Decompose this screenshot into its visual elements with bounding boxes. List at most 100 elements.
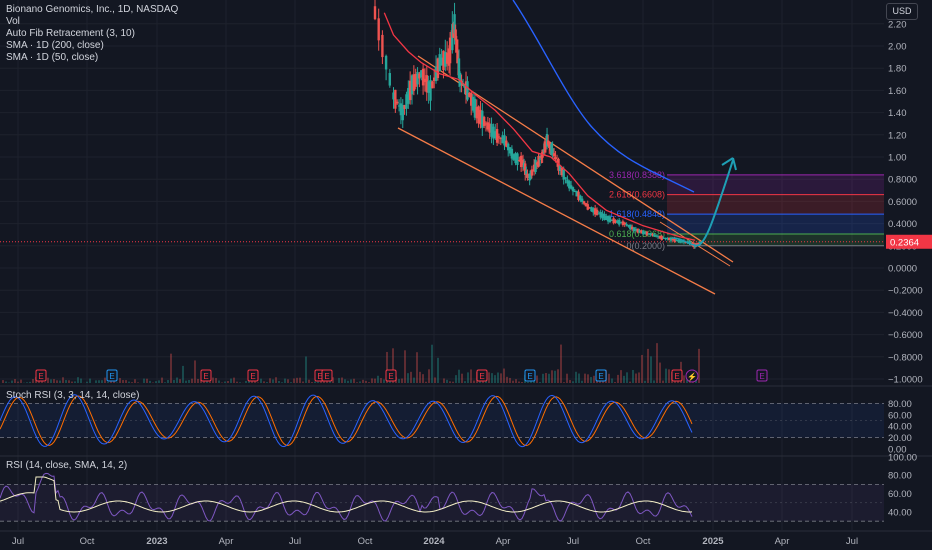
earnings-marker-box <box>106 369 118 382</box>
volume-bar <box>149 380 151 383</box>
candle-body <box>495 129 499 143</box>
volume-bar <box>656 343 658 383</box>
candle-body <box>384 55 388 70</box>
volume-bar <box>551 370 553 383</box>
rsi-tick-label: 40.00 <box>888 508 912 519</box>
volume-bar <box>269 378 271 383</box>
price-axis[interactable]: 2.20 2.00 1.80 1.60 1.40 1.20 1.00 0.8000 0.6000… <box>886 19 932 519</box>
volume-bar <box>323 380 325 383</box>
earnings-marker-label: E <box>479 372 484 381</box>
time-tick-label: 2023 <box>146 536 167 547</box>
projection-arrowhead <box>721 157 737 171</box>
dividend-marker[interactable]: ⚡ <box>685 369 699 383</box>
volume-bar <box>26 382 28 383</box>
fib-level-label: 1.618(0.4848) <box>609 209 665 219</box>
candle-body <box>494 131 497 139</box>
time-tick-label: Apr <box>775 536 790 547</box>
volume-bar <box>353 378 355 383</box>
earnings-marker[interactable]: E <box>200 369 212 382</box>
volume-bar <box>98 380 100 383</box>
currency-badge[interactable]: USD <box>886 3 918 20</box>
candle-body <box>569 185 573 189</box>
earnings-marker-label: E <box>598 372 603 381</box>
candle-body <box>497 136 501 138</box>
fib-level-label: 0.618(0.3068) <box>609 229 665 239</box>
candle-body <box>373 6 377 20</box>
candle-body <box>425 75 428 93</box>
volume-bar <box>281 382 283 383</box>
volume-bar <box>392 348 394 383</box>
earnings-marker[interactable]: E <box>247 369 259 382</box>
price-tick-label: 1.80 <box>888 64 907 75</box>
candle-body <box>538 158 542 160</box>
earnings-marker[interactable]: E <box>35 369 47 382</box>
candle-body <box>614 220 617 223</box>
volume-bar <box>104 377 106 383</box>
earnings-marker[interactable]: E <box>385 369 397 382</box>
sma50-legend[interactable]: SMA · 1D (50, close) <box>6 52 99 63</box>
volume-bar <box>350 379 352 383</box>
stoch-rsi-legend[interactable]: Stoch RSI (3, 3, 14, 14, close) <box>6 390 140 401</box>
candle-body <box>541 149 544 158</box>
volume-bar <box>233 377 235 383</box>
candle-body <box>434 66 438 82</box>
candle-body <box>454 29 457 41</box>
candle-body <box>433 77 436 82</box>
sma200-legend[interactable]: SMA · 1D (200, close) <box>6 40 104 51</box>
symbol-title[interactable]: Bionano Genomics, Inc., 1D, NASDAQ <box>6 4 179 15</box>
volume-bar <box>668 369 670 383</box>
candle-body <box>470 92 473 106</box>
rsi-legend[interactable]: RSI (14, close, SMA, 14, 2) <box>6 460 128 471</box>
volume-bar <box>686 379 688 383</box>
volume-bar <box>401 378 403 383</box>
volume-bar <box>134 379 136 383</box>
candle-body <box>521 159 525 166</box>
earnings-marker[interactable]: E <box>671 369 683 382</box>
candle-body <box>482 117 486 126</box>
earnings-marker[interactable]: E <box>321 369 333 382</box>
stoch-rsi-panel <box>0 394 884 448</box>
earnings-marker[interactable]: E <box>476 369 488 382</box>
earnings-marker[interactable]: E <box>524 369 536 382</box>
candle-body <box>555 160 559 163</box>
price-tick-label: −1.0000 <box>888 375 923 386</box>
candle-body <box>590 207 593 212</box>
earnings-marker-label: E <box>109 372 114 381</box>
volume-bar <box>338 377 340 383</box>
volume-bar <box>608 373 610 383</box>
candle-body <box>667 237 671 241</box>
volume-bar <box>143 378 145 383</box>
volume-bar <box>65 380 67 383</box>
volume-bar <box>278 380 280 383</box>
candle-body <box>682 241 686 243</box>
time-tick-label: Jul <box>12 536 24 547</box>
earnings-marker[interactable]: E <box>595 369 607 382</box>
candle-body <box>458 72 462 86</box>
time-axis[interactable]: Jul Oct 2023 Apr Jul Oct 2024 Apr Jul Oct 2025 Apr J… <box>0 530 932 550</box>
volume-bar <box>629 381 631 383</box>
earnings-marker[interactable]: E <box>106 369 118 382</box>
earnings-marker[interactable]: E <box>756 369 768 382</box>
candle-body <box>552 153 556 157</box>
candle-body <box>477 106 480 124</box>
chart-grid <box>0 0 932 530</box>
volume-bar <box>434 377 436 383</box>
fib-legend[interactable]: Auto Fib Retracement (3, 10) <box>6 28 135 39</box>
volume-bar <box>614 382 616 383</box>
stoch-tick-label: 20.00 <box>888 433 912 444</box>
earnings-marker-label: E <box>250 372 255 381</box>
candle-body <box>507 143 510 151</box>
volume-bar <box>200 379 202 383</box>
candle-body <box>593 208 597 215</box>
stoch-k-line <box>0 394 693 448</box>
earnings-markers[interactable]: E E E E E E E E E E E ⚡ E <box>35 369 768 383</box>
candle-body <box>499 138 502 140</box>
volume-bar <box>194 360 196 383</box>
fib-level-label: 3.618(0.8388) <box>609 170 665 180</box>
earnings-marker-box <box>756 369 768 382</box>
volume-legend[interactable]: Vol <box>6 16 20 27</box>
price-tick-label: −0.8000 <box>888 352 923 363</box>
volume-bar <box>299 377 301 383</box>
time-tick-label: Apr <box>219 536 234 547</box>
